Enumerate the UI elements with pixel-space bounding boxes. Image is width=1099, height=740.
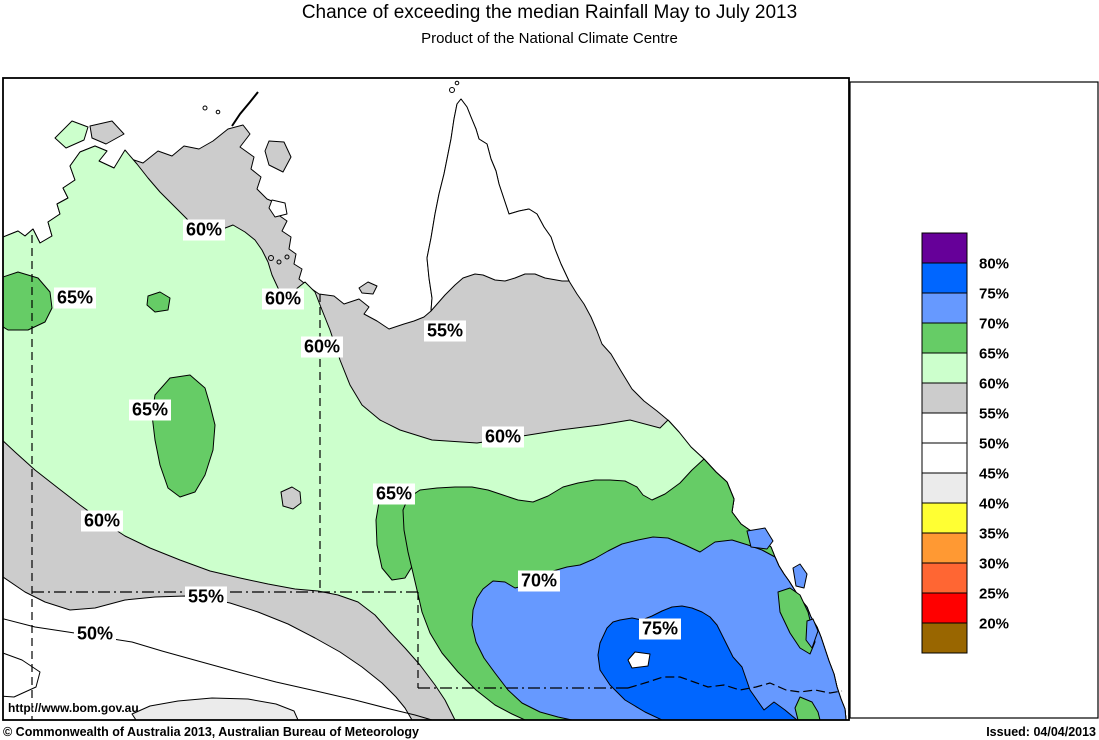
contour-label-65: 65% (372, 483, 416, 505)
legend-tick-label: 80% (979, 256, 1009, 273)
cape-tip-islet-1 (449, 87, 455, 93)
arnhem-islet-2 (215, 109, 221, 115)
arnhem-islet-1 (202, 105, 208, 111)
small-island-gulf (268, 199, 288, 218)
legend-tick-label: 30% (979, 556, 1009, 573)
legend-tick-label: 60% (979, 376, 1009, 393)
pellew-island-2 (276, 259, 282, 265)
contour-label-60: 60% (182, 219, 226, 241)
legend-swatch (921, 472, 968, 504)
legend-swatch (921, 412, 968, 444)
legend-tick-label: 35% (979, 526, 1009, 543)
legend-swatch (921, 382, 968, 414)
legend-tick-label: 20% (979, 616, 1009, 633)
legend-swatch (921, 622, 968, 654)
pellew-island-1 (268, 255, 274, 261)
region-75-hole (627, 651, 651, 669)
tiwi-island-west (54, 120, 89, 149)
contour-label-50: 50% (73, 623, 117, 645)
region-65-70-blob-small (146, 291, 171, 313)
legend-swatch (921, 352, 968, 384)
legend-tick-label: 55% (979, 406, 1009, 423)
region-70-75-coast-patch (746, 527, 774, 550)
legend: 80% 75% 70% 65% 60% 55% 50% 45% 40% 35% 30% 25% 20% (921, 232, 1009, 654)
pellew-island-3 (284, 254, 290, 260)
contour-label-60: 60% (80, 510, 124, 532)
border-qld-nsw-river (627, 676, 843, 694)
legend-frame (849, 81, 1099, 719)
issued-date-label: Issued: 04/04/2013 (986, 725, 1096, 739)
contour-label-60: 60% (481, 426, 525, 448)
contour-label-60: 60% (300, 336, 344, 358)
fraser-island (792, 563, 808, 589)
tiwi-island-east (89, 120, 125, 145)
legend-swatch (921, 262, 968, 294)
contour-label-55: 55% (184, 586, 228, 608)
legend-swatch (921, 592, 968, 624)
cape-tip-islet-2 (454, 80, 460, 86)
mornington-island (358, 281, 378, 295)
region-50-55-cape-york (426, 98, 570, 312)
copyright-label: © Commonwealth of Australia 2013, Austra… (3, 725, 419, 739)
map-frame (2, 77, 850, 721)
legend-tick-label: 70% (979, 316, 1009, 333)
legend-swatch (921, 532, 968, 564)
wessel-islands (231, 91, 259, 127)
contour-label-65: 65% (53, 287, 97, 309)
legend-swatch (921, 322, 968, 354)
legend-tick-label: 75% (979, 286, 1009, 303)
legend-tick-label: 65% (979, 346, 1009, 363)
region-50-55-southwest (3, 576, 413, 720)
contour-label-55: 55% (423, 320, 467, 342)
moreton-island (805, 618, 819, 649)
legend-swatch (921, 562, 968, 594)
legend-swatch (921, 442, 968, 474)
legend-swatch (921, 292, 968, 324)
page-subtitle: Product of the National Climate Centre (421, 30, 678, 47)
legend-tick-label: 50% (979, 436, 1009, 453)
legend-swatch (921, 232, 968, 264)
contour-label-75: 75% (638, 618, 682, 640)
legend-tick-label: 45% (979, 466, 1009, 483)
legend-swatch (921, 502, 968, 534)
groote-eylandt-island (264, 140, 292, 173)
contour-line-50 (3, 618, 433, 720)
contour-label-70: 70% (517, 570, 561, 592)
region-65-70-blob-west (3, 271, 53, 331)
contour-line-45 (3, 652, 41, 698)
page-title: Chance of exceeding the median Rainfall … (301, 2, 798, 23)
region-55-60-islet (280, 486, 302, 510)
region-40-45-patch (131, 697, 299, 720)
bom-url-label: http://www.bom.gov.au (8, 701, 139, 715)
contour-label-65: 65% (128, 399, 172, 421)
region-65-70-coast-strip (794, 696, 821, 720)
contour-label-60: 60% (261, 288, 305, 310)
legend-tick-label: 25% (979, 586, 1009, 603)
legend-tick-label: 40% (979, 496, 1009, 513)
